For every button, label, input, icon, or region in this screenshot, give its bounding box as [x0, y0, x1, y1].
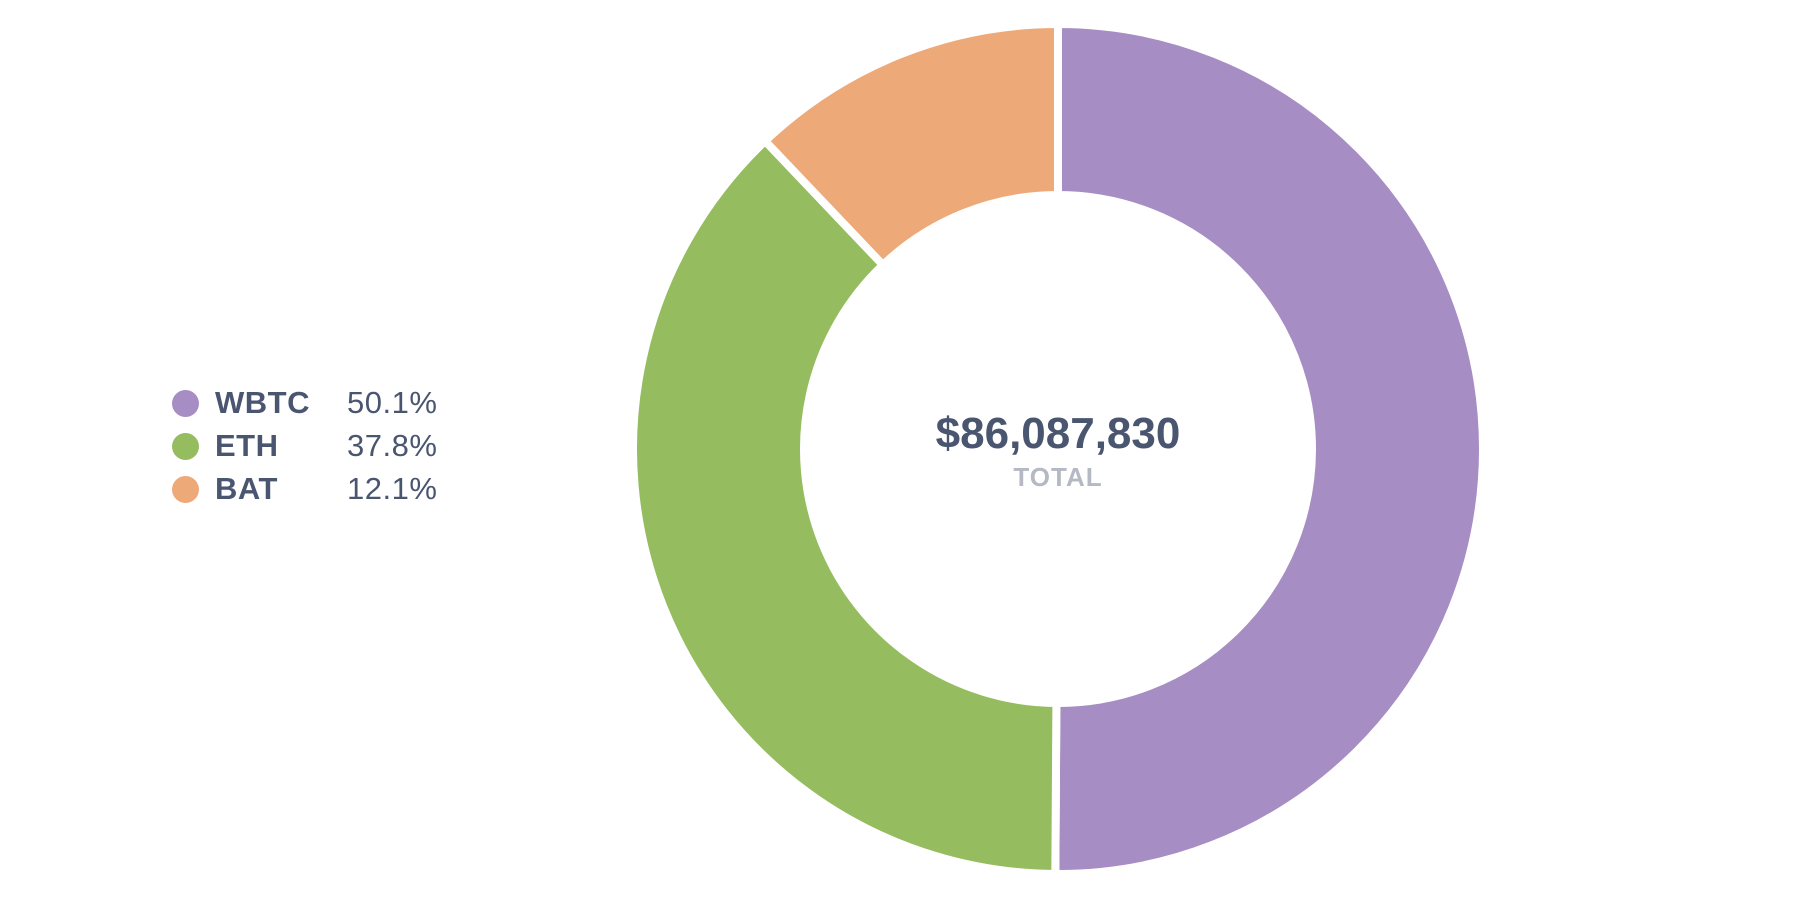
- legend-label-eth: ETH: [215, 428, 279, 463]
- donut-slices: [629, 19, 1487, 879]
- legend-swatch-bat: [172, 475, 199, 503]
- legend-swatch-eth: [172, 432, 199, 460]
- donut-slice-bat[interactable]: [759, 19, 1062, 271]
- legend-label-bat: BAT: [215, 471, 278, 506]
- donut-slice-wbtc[interactable]: [1051, 19, 1487, 878]
- legend-swatch-wbtc: [172, 389, 199, 417]
- chart-legend: WBTC 50.1% ETH 37.8% BAT 12.1%: [172, 385, 438, 506]
- legend-label-wbtc: WBTC: [215, 385, 310, 420]
- legend-item-bat[interactable]: BAT 12.1%: [172, 471, 438, 506]
- legend-item-eth[interactable]: ETH 37.8%: [172, 428, 438, 463]
- legend-item-wbtc[interactable]: WBTC 50.1%: [172, 385, 438, 420]
- legend-percent-eth: 37.8%: [347, 428, 438, 463]
- center-total-label: TOTAL: [1013, 462, 1102, 492]
- center-total-value: $86,087,830: [936, 409, 1181, 458]
- legend-percent-wbtc: 50.1%: [347, 385, 438, 420]
- legend-percent-bat: 12.1%: [347, 471, 438, 506]
- donut-slice-eth[interactable]: [629, 135, 1061, 879]
